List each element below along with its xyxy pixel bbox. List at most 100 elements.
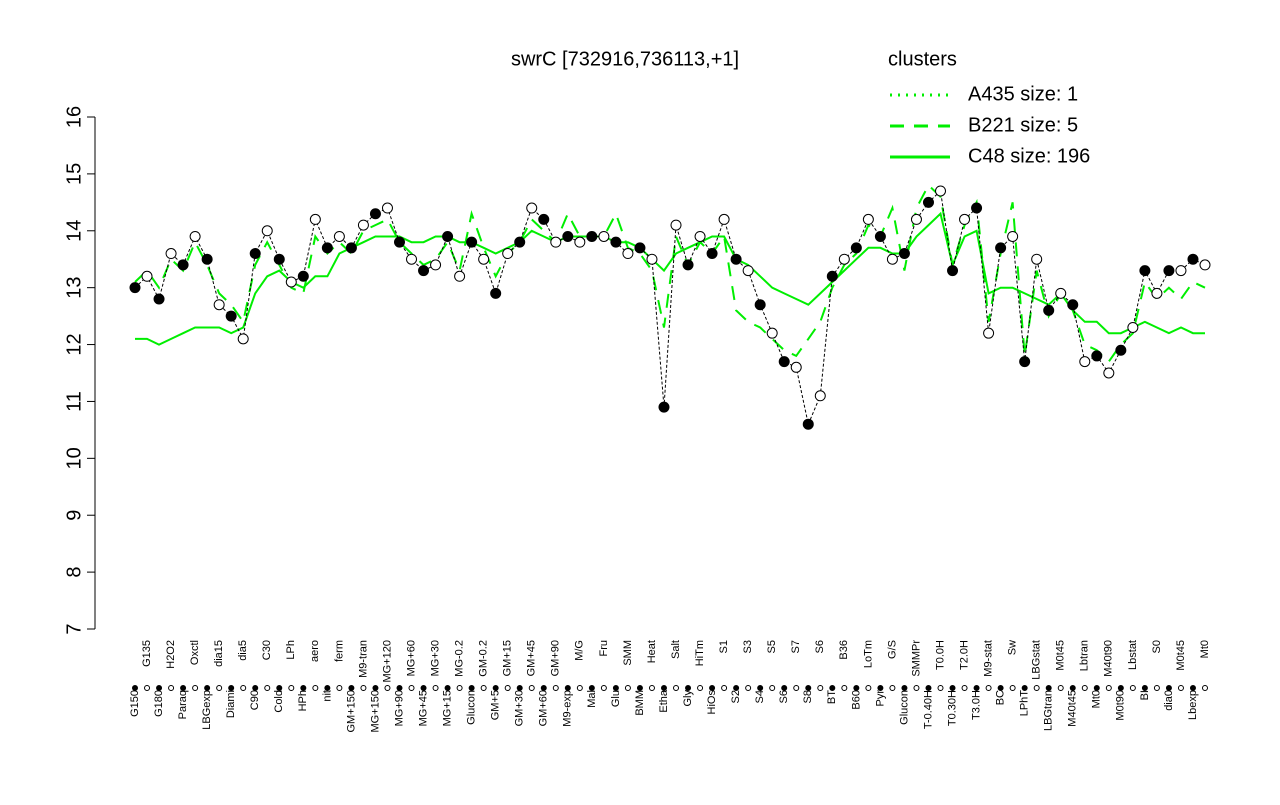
point: [910, 213, 922, 225]
x-tick-label: Fru: [598, 640, 610, 657]
x-tick-marker: [1165, 685, 1172, 691]
x-tick-label: MG+45: [417, 690, 429, 726]
y-tick-label: 14: [63, 220, 85, 242]
x-tick-label: LBGtran: [1043, 690, 1055, 731]
x-tick-label: GM+30: [514, 690, 526, 726]
x-tick-label: H2O2: [165, 640, 177, 669]
y-tick-label: 10: [63, 447, 85, 469]
x-tick-marker: [685, 685, 692, 691]
x-tick-marker: [324, 685, 331, 691]
x-tick-label: M9-tran: [357, 640, 369, 678]
x-tick-label: T0.0H: [934, 640, 946, 670]
x-tick-marker: [1021, 685, 1028, 691]
point: [874, 230, 886, 242]
point: [1115, 344, 1127, 356]
gene-line: [134, 189, 1206, 426]
point: [1175, 265, 1187, 277]
x-tick-label: LBGstat: [1031, 640, 1043, 680]
x-tick-marker: [1117, 685, 1124, 691]
point: [514, 236, 526, 248]
x-tick-marker: [745, 685, 752, 691]
x-tick-label: S6: [778, 690, 790, 703]
point: [490, 287, 502, 299]
point: [935, 185, 947, 197]
x-tick-label: GM+60: [538, 690, 550, 726]
x-tick-label: BC: [995, 690, 1007, 705]
x-tick-label: HPh: [297, 690, 309, 711]
x-tick-label: G/S: [886, 640, 898, 659]
x-tick-label: nit: [321, 690, 333, 702]
x-tick-marker: [336, 685, 343, 691]
point: [141, 270, 153, 282]
point: [850, 242, 862, 254]
x-tick-label: SMM: [622, 640, 634, 666]
x-tick-marker: [805, 685, 812, 691]
point: [622, 248, 634, 260]
x-tick-marker: [240, 685, 247, 691]
point: [1139, 265, 1151, 277]
x-tick-label: Pyr: [874, 690, 886, 707]
point: [1079, 356, 1091, 368]
x-tick-label: Glucon: [466, 690, 478, 725]
x-tick-marker: [456, 685, 463, 691]
x-tick-label: BT: [826, 690, 838, 704]
x-tick-label: Mt0: [1091, 690, 1103, 708]
x-tick-marker: [1069, 685, 1076, 691]
x-tick-label: Glucon: [898, 690, 910, 725]
x-tick-marker: [228, 685, 235, 691]
x-tick-marker: [600, 685, 607, 691]
x-tick-label: Glu: [610, 690, 622, 707]
x-tick-label: Mt0: [1199, 640, 1211, 658]
x-tick-marker: [420, 685, 427, 691]
x-tick-label: Etha: [658, 689, 670, 713]
point: [285, 276, 297, 288]
x-tick-label: S7: [790, 640, 802, 653]
y-tick-label: 9: [63, 510, 85, 521]
x-tick-label: G180: [153, 690, 165, 717]
x-tick-marker: [1189, 685, 1196, 691]
x-tick-marker: [480, 685, 487, 691]
x-tick-marker: [252, 685, 259, 691]
x-tick-label: Sw: [1007, 640, 1019, 655]
point: [165, 248, 177, 260]
x-tick-marker: [793, 685, 800, 691]
x-tick-label: LBGexp: [201, 690, 213, 730]
x-tick-marker: [1045, 685, 1052, 691]
x-tick-marker: [492, 685, 499, 691]
x-tick-label: M0t90: [1115, 690, 1127, 721]
x-tick-marker: [961, 685, 968, 691]
x-tick-label: S4: [754, 690, 766, 703]
x-tick-marker: [408, 685, 415, 691]
chart-title: swrC [732916,736113,+1]: [511, 48, 739, 70]
point: [1019, 356, 1031, 368]
x-tick-label: M0t45: [1055, 640, 1067, 671]
x-tick-marker: [636, 685, 643, 691]
point: [177, 259, 189, 271]
x-tick-label: dia5: [237, 640, 249, 661]
point: [862, 213, 874, 225]
x-tick-label: Salt: [670, 640, 682, 659]
y-tick-label: 15: [63, 163, 85, 185]
cluster-line: [135, 211, 1205, 346]
x-tick-marker: [817, 685, 824, 691]
y-tick-label: 16: [63, 106, 85, 128]
x-tick-marker: [564, 685, 571, 691]
x-tick-marker: [733, 685, 740, 691]
x-tick-label: LPh: [285, 640, 297, 660]
x-tick-label: M9-exp: [562, 690, 574, 727]
x-tick-label: Lbtran: [1079, 640, 1091, 671]
point: [598, 230, 610, 242]
x-tick-marker: [829, 685, 836, 691]
x-tick-label: SMMPr: [910, 640, 922, 677]
x-tick-marker: [721, 685, 728, 691]
point: [550, 236, 562, 248]
point: [562, 230, 574, 242]
point: [442, 230, 454, 242]
point: [261, 225, 273, 237]
x-tick-label: MG+60: [405, 640, 417, 676]
point: [1127, 321, 1139, 333]
point: [682, 259, 694, 271]
x-tick-label: T3.0H: [970, 690, 982, 720]
point: [670, 219, 682, 231]
x-tick-label: GM-0.2: [478, 640, 490, 677]
